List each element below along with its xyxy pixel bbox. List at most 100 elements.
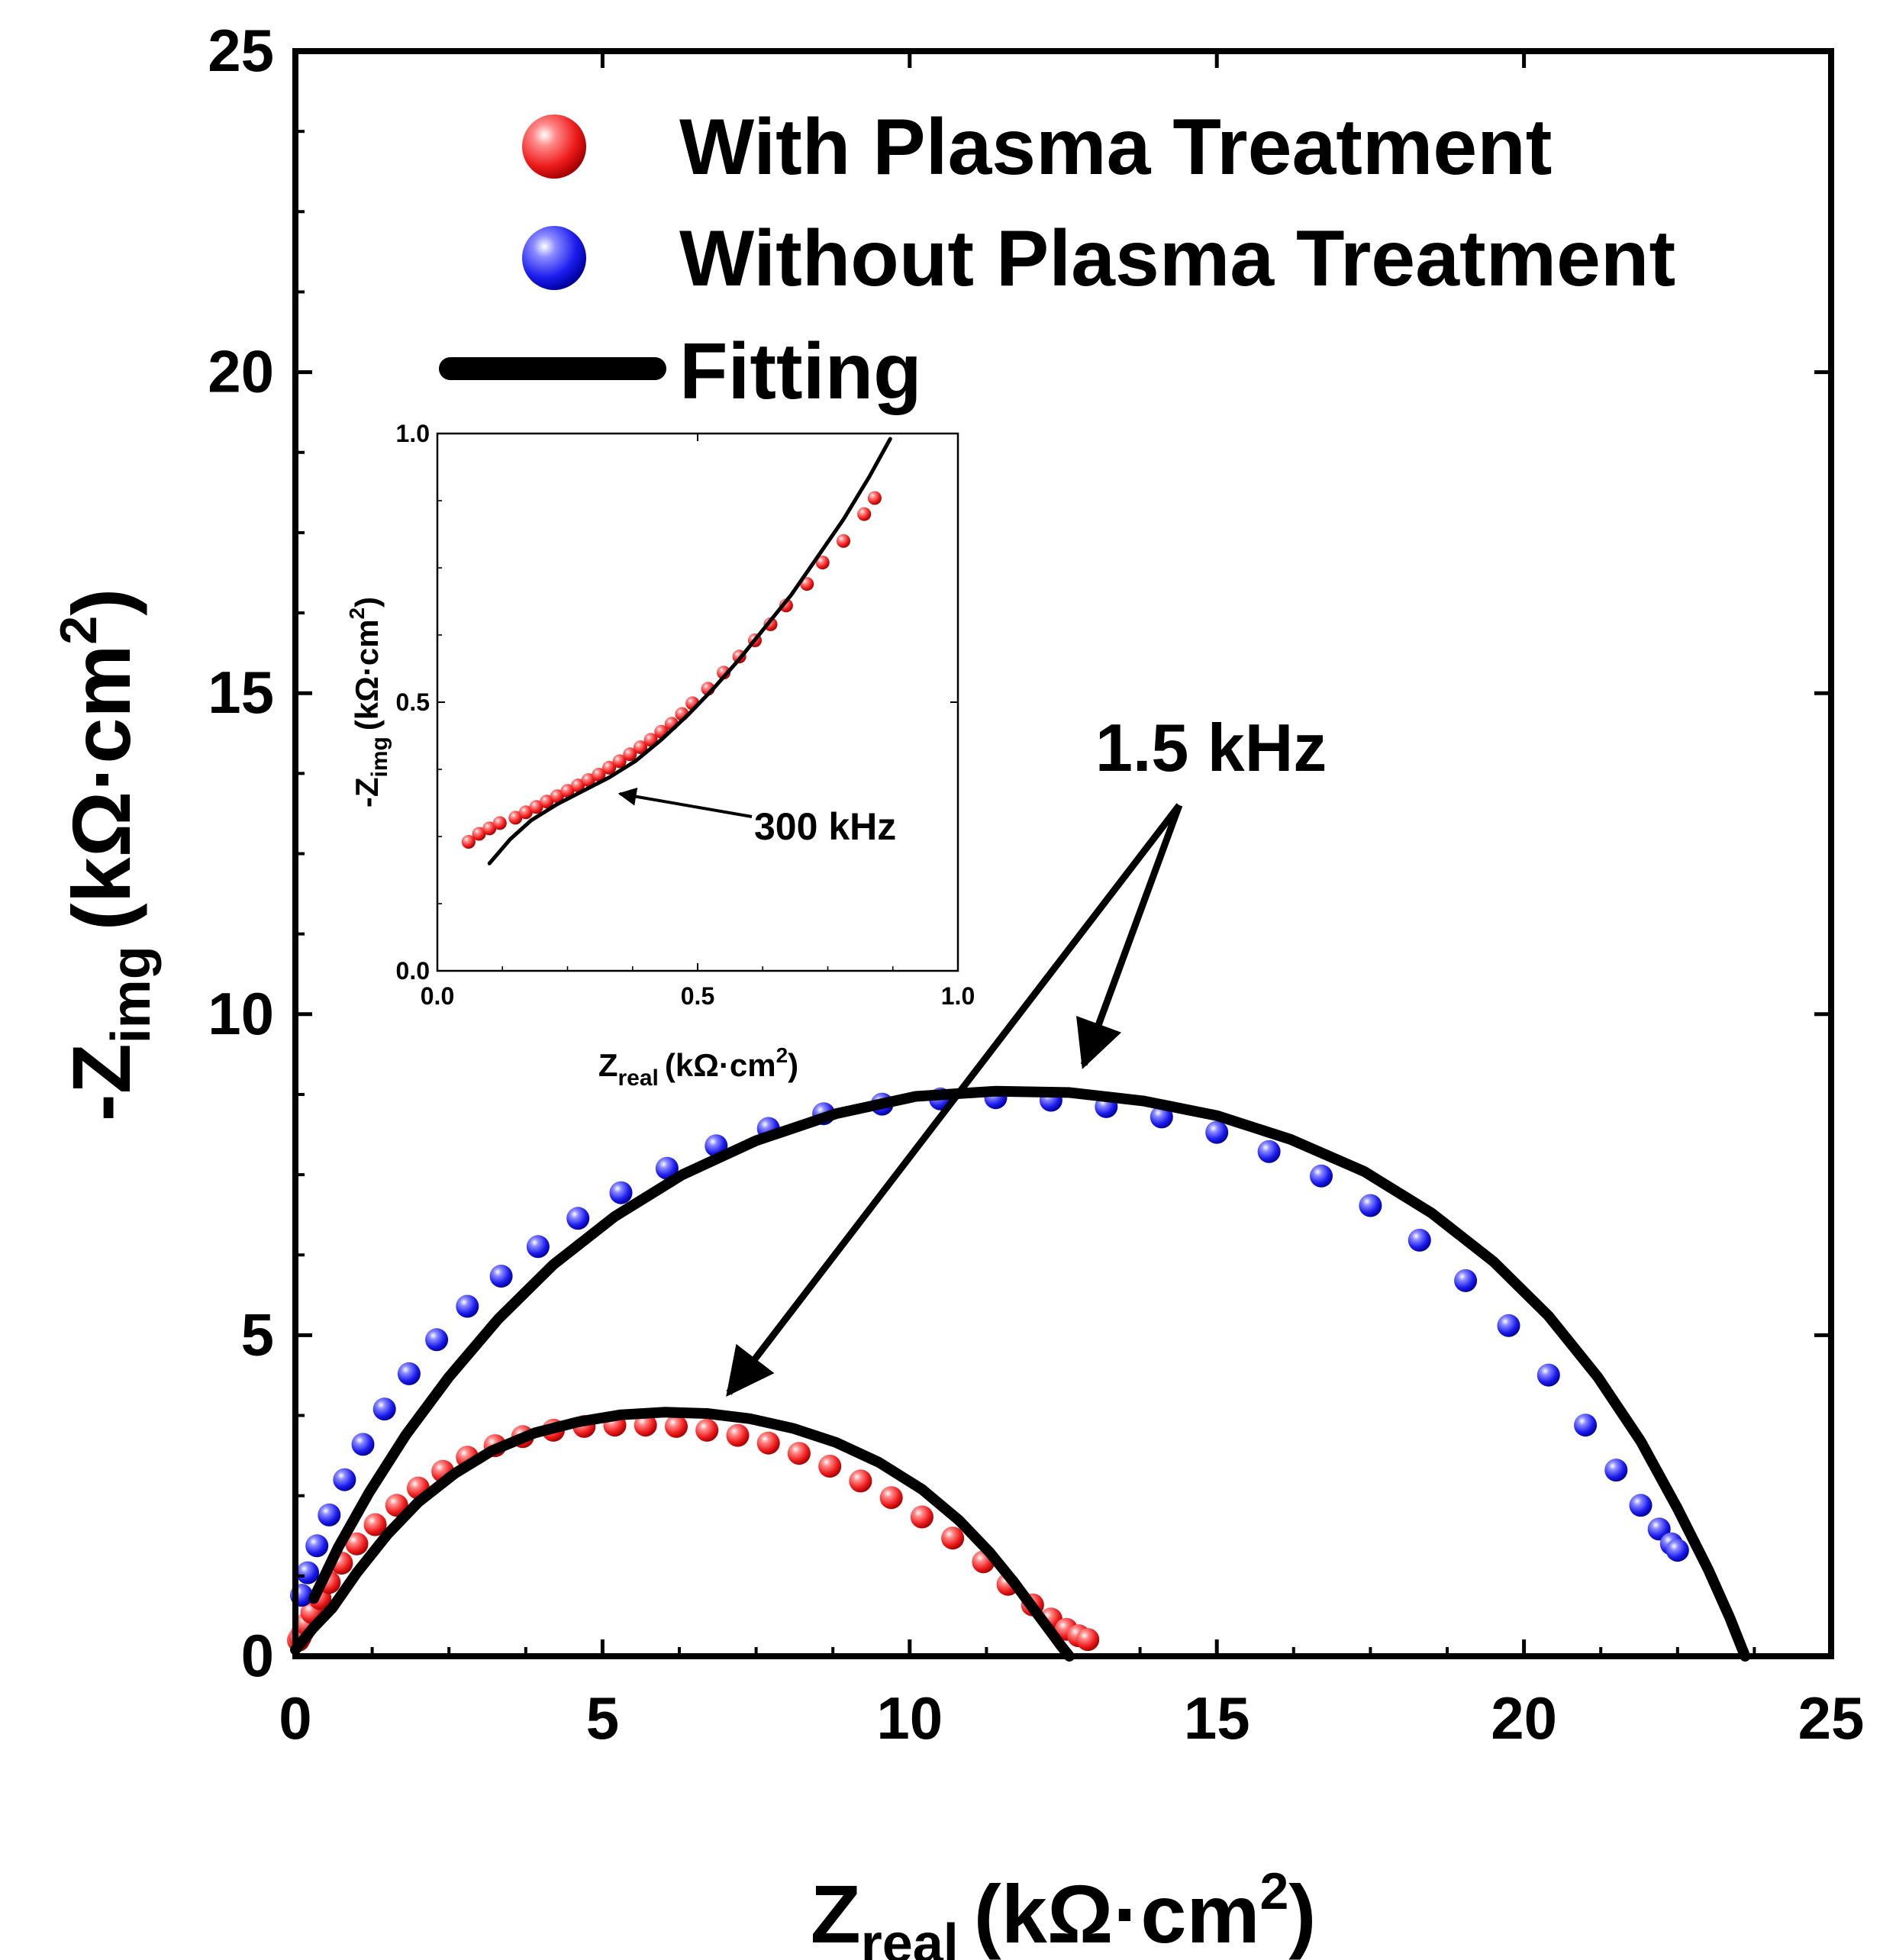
inset-y-tick-label: 1.0 (396, 420, 430, 447)
main-without-plasma-treatment-point (489, 1265, 513, 1288)
main-without-plasma-treatment-point (1454, 1269, 1478, 1292)
main-without-plasma-treatment-point (333, 1468, 356, 1491)
main-y-tick-label: 5 (241, 1301, 274, 1368)
main-with-plasma-treatment-point (1076, 1628, 1100, 1652)
main-y-label-main: -Z (55, 1043, 147, 1121)
inset-fitting-line-1 (487, 437, 892, 866)
inset-with-plasma-treatment-point (461, 835, 476, 849)
inset-with-plasma-treatment-point (867, 491, 882, 505)
main-with-plasma-treatment-point (879, 1486, 903, 1510)
main-without-plasma-treatment-point (305, 1534, 329, 1558)
inset-with-plasma-treatment-point (492, 816, 507, 830)
main-without-plasma-treatment-point (372, 1397, 396, 1421)
main-without-plasma-treatment-point (1536, 1363, 1560, 1387)
main-without-plasma-treatment-point (1257, 1140, 1281, 1163)
inset-with-plasma-treatment-point (540, 795, 554, 809)
main-without-plasma-treatment-point (1205, 1120, 1229, 1144)
main-with-plasma-treatment-point (345, 1532, 369, 1555)
main-with-plasma-treatment-point (363, 1513, 387, 1536)
inset-y-label-sup: 2 (345, 608, 369, 620)
main-without-plasma-treatment-point (609, 1181, 633, 1204)
annotation-arrow-300khz (617, 787, 753, 818)
main-without-plasma-treatment-point (1310, 1164, 1333, 1188)
main-without-plasma-treatment-point (655, 1156, 679, 1180)
inset-with-plasma-treatment-point (634, 740, 647, 755)
inset-x-label-sup: 2 (776, 1043, 788, 1067)
inset-with-plasma-treatment-point (560, 784, 575, 798)
inset-with-plasma-treatment-point (602, 760, 617, 775)
main-with-plasma-treatment-point (726, 1423, 750, 1447)
main-without-plasma-treatment-point (296, 1561, 320, 1584)
inset-y-axis-label: -Zimg (kΩ·cm2) (345, 597, 392, 808)
main-with-plasma-treatment-point (787, 1442, 811, 1465)
main-with-plasma-treatment-point (910, 1505, 933, 1529)
main-without-plasma-treatment-point (1150, 1105, 1173, 1129)
main-without-plasma-treatment-point (1629, 1494, 1653, 1517)
inset-with-plasma-treatment-point (550, 789, 564, 804)
main-fitting-line-2 (290, 1407, 1075, 1662)
inset-with-plasma-treatment-point (592, 768, 606, 782)
main-without-plasma-treatment-point (526, 1235, 550, 1259)
main-y-label-unit: (kΩ·cm (55, 645, 147, 931)
inset-x-label-sub: real (617, 1065, 658, 1091)
inset-with-plasma-treatment-point (571, 779, 585, 793)
inset-plot-frame (436, 432, 959, 972)
main-with-plasma-treatment-point (634, 1414, 657, 1437)
inset-y-label-main: -Z (349, 777, 385, 808)
legend-label-fitting: Fitting (679, 327, 922, 416)
inset-with-plasma-treatment-point (482, 821, 497, 836)
main-with-plasma-treatment-point (665, 1414, 688, 1438)
main-y-axis-label: -Zimg (kΩ·cm2) (50, 588, 162, 1121)
inset-tick-labels-layer: 0.0 0.5 1.0 0.0 0.5 1.0 (396, 420, 975, 1010)
legend: With Plasma Treatment Without Plasma Tre… (439, 103, 1675, 416)
inset-with-plasma-treatment-point (518, 805, 533, 820)
inset-series-layer (461, 437, 892, 866)
legend-label-without-plasma: Without Plasma Treatment (679, 214, 1675, 303)
main-series-layer (287, 1085, 1751, 1662)
main-x-label-main: Z (811, 1868, 861, 1960)
main-x-label-close: ) (1288, 1868, 1316, 1960)
main-x-label-sup: 2 (1259, 1862, 1288, 1920)
inset-with-plasma-treatment-point (581, 773, 595, 788)
frequency-annotation-1-5khz: 1.5 kHz (726, 710, 1327, 1397)
main-without-plasma-treatment-point (1359, 1194, 1382, 1217)
main-with-plasma-treatment-point (818, 1455, 842, 1478)
inset-with-plasma-treatment-point (623, 747, 637, 762)
annotation-arrow-red (726, 803, 1182, 1397)
inset-x-tick-label: 1.0 (941, 982, 975, 1010)
main-without-plasma-treatment-point (1604, 1459, 1628, 1482)
inset-x-axis-label: Zreal (kΩ·cm2) (598, 1043, 798, 1091)
main-x-tick-label: 20 (1491, 1684, 1557, 1752)
inset-with-plasma-treatment-point (472, 827, 486, 841)
main-y-label-close: ) (55, 588, 147, 616)
inset-x-label-close: ) (788, 1047, 798, 1083)
main-with-plasma-treatment-point (941, 1526, 965, 1550)
main-x-tick-label: 10 (876, 1684, 943, 1752)
inset-with-plasma-treatment-point (779, 598, 793, 613)
legend-marker-without-plasma (522, 226, 586, 290)
main-y-tick-label: 20 (208, 338, 274, 405)
main-without-plasma-treatment-point (456, 1294, 479, 1318)
inset-y-label-close: ) (349, 597, 385, 608)
main-x-label-unit: (kΩ·cm (974, 1868, 1260, 1960)
main-y-tick-label: 0 (241, 1622, 274, 1689)
inset-with-plasma-treatment-point (508, 811, 523, 825)
inset-with-plasma-treatment-point (529, 800, 543, 814)
main-x-tick-label: 5 (586, 1684, 619, 1752)
main-y-tick-label: 15 (208, 659, 274, 726)
main-without-plasma-treatment-point (397, 1362, 421, 1385)
main-x-tick-label: 25 (1798, 1684, 1865, 1752)
annotation-1-5khz-label: 1.5 kHz (1095, 710, 1327, 785)
inset-y-tick-label: 0.5 (396, 688, 430, 716)
main-x-tick-label: 0 (279, 1684, 311, 1752)
main-x-label-sub: real (861, 1913, 959, 1960)
inset-with-plasma-treatment-point (612, 754, 627, 769)
main-x-tick-label: 15 (1184, 1684, 1250, 1752)
main-without-plasma-treatment-point (1574, 1414, 1598, 1437)
main-with-plasma-treatment-point (849, 1469, 872, 1493)
inset-x-tick-label: 0.0 (421, 982, 454, 1010)
main-without-plasma-treatment-point (425, 1328, 449, 1352)
legend-label-with-plasma: With Plasma Treatment (679, 103, 1552, 192)
inset-y-label-unit: (kΩ·cm (349, 619, 385, 730)
